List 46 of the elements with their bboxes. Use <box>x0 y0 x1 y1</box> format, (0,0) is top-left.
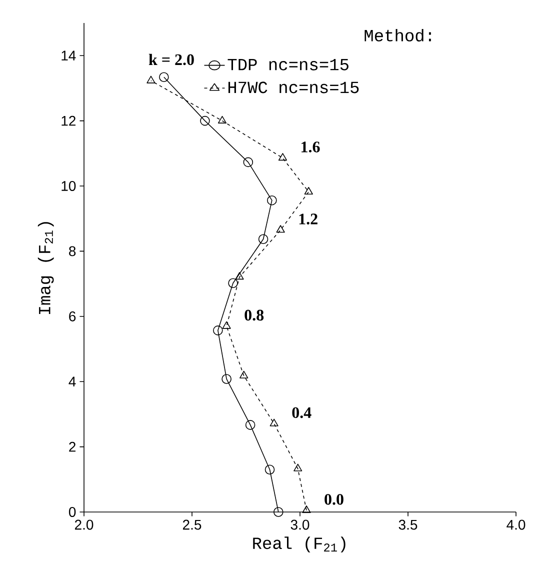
x-tick-label: 3.5 <box>398 520 418 530</box>
x-axis-title: Real (F$_{21}$) <box>253 536 346 552</box>
point <box>218 116 227 124</box>
legend-label: H7WC nc=ns=15 <box>228 82 359 94</box>
point <box>258 234 268 244</box>
x-tick-label: 4.0 <box>506 520 526 530</box>
y-tick-label: 12 <box>62 116 76 126</box>
y-tick-label: 8 <box>69 246 76 256</box>
point <box>228 278 238 288</box>
point <box>222 321 231 329</box>
legend-title: Method: <box>364 28 431 42</box>
point <box>274 507 284 517</box>
annotation: 1.2 <box>299 214 318 224</box>
point <box>200 116 210 126</box>
point <box>304 186 313 195</box>
point <box>243 157 254 168</box>
point <box>235 272 244 280</box>
point <box>270 418 278 426</box>
x-tick-label: 2.5 <box>182 520 202 530</box>
point <box>146 76 156 84</box>
point <box>294 464 302 472</box>
annotation: 0.8 <box>244 310 264 321</box>
y-tick-label: 4 <box>68 376 76 386</box>
y-tick-label: 10 <box>62 181 76 191</box>
point <box>264 464 275 475</box>
y-tick-label: 14 <box>62 50 76 60</box>
y-tick-label: 2 <box>69 442 76 452</box>
point <box>267 195 277 206</box>
y-tick-label: 0 <box>68 507 76 517</box>
annotation: 0.0 <box>324 494 344 505</box>
x-tick-label: 3.0 <box>290 520 310 530</box>
point <box>240 370 248 378</box>
point <box>213 326 223 336</box>
annotation: 0.4 <box>292 407 312 418</box>
point <box>278 153 288 161</box>
point <box>302 505 311 514</box>
legend-label: TDP nc=ns=15 <box>228 58 348 70</box>
y-axis-title: Imag (F$_{21}$) <box>38 222 54 314</box>
point <box>276 225 285 233</box>
point <box>159 72 169 82</box>
y-tick-label: 6 <box>69 311 76 322</box>
annotation: 1.6 <box>302 142 320 152</box>
x-tick-label: 2.0 <box>74 520 94 530</box>
annotation: k = 2.0 <box>148 54 194 66</box>
point <box>222 374 232 384</box>
point <box>245 420 256 430</box>
